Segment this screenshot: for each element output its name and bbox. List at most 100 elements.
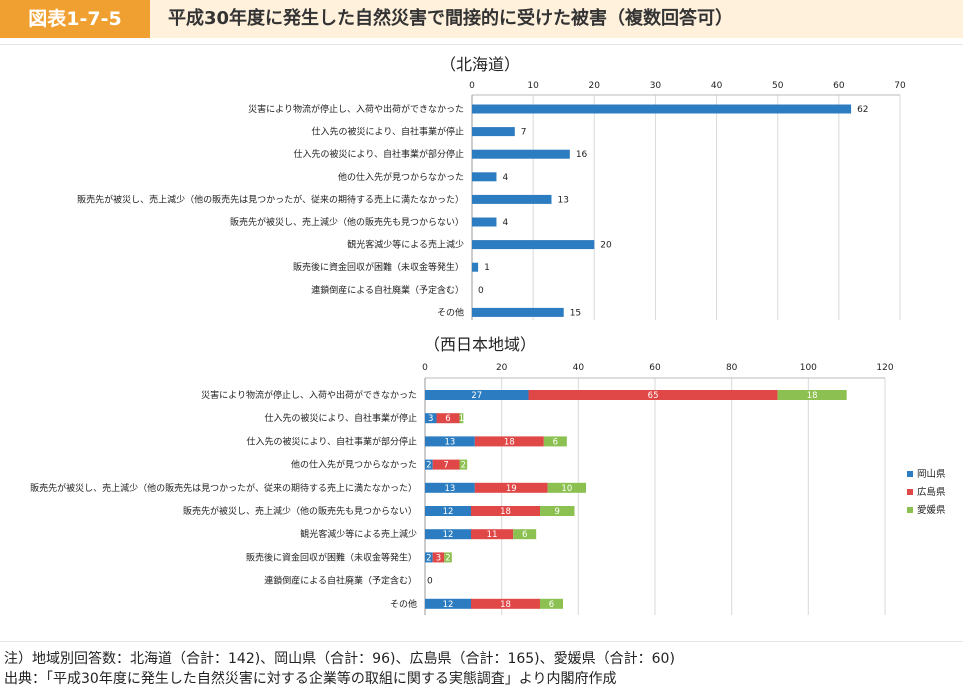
chart-0-tick-label: 30 <box>650 81 662 91</box>
chart-1-segment-label: 13 <box>445 437 456 447</box>
chart-1-tick-label: 0 <box>422 363 428 373</box>
chart-1-bar-segment <box>425 390 529 400</box>
chart-0-data-label: 62 <box>857 105 868 115</box>
chart-0-bar <box>472 217 497 227</box>
chart-0-category-label: 販売先が被災し、売上減少（他の販売先は見つかったが、従来の期待する売上に満たなか… <box>77 193 464 205</box>
chart-1-segment-label: 2 <box>461 461 466 471</box>
note-source: 出典：「平成30年度に発生した自然災害に対する企業等の取組に関する実態調査」より… <box>4 671 617 687</box>
chart-1-bar-segment <box>432 459 460 470</box>
chart-0-bar <box>472 194 552 204</box>
chart-0-data-label: 4 <box>502 173 508 183</box>
chart-1-bar-segment <box>777 390 847 400</box>
chart-0-data-label: 16 <box>576 150 588 160</box>
chart-1-segment-label: 6 <box>549 600 554 610</box>
chart-0-category-label: 販売後に資金回収が困難（未収金等発生） <box>293 261 464 273</box>
chart-1-segment-label: 19 <box>506 484 517 494</box>
chart-1-segment-label: 12 <box>443 600 454 610</box>
chart-1-bar-segment <box>547 482 586 493</box>
chart-1-category-label: 連鎖倒産による自社廃業（予定含む） <box>264 575 417 587</box>
chart-1-segment-label: 27 <box>471 391 482 401</box>
chart-1-category-label: 販売先が被災し、売上減少（他の販売先は見つかったが、従来の期待する売上に満たなか… <box>30 482 417 494</box>
chart-1-segment-label: 7 <box>443 461 448 471</box>
chart-1-bar-segment <box>474 436 544 447</box>
chart-1-bar-segment <box>528 390 778 400</box>
chart-1-bar-segment <box>471 506 540 516</box>
chart-1-bar-segment <box>471 598 540 609</box>
chart-1-category-label: 仕入先の被災により、自社事業が停止 <box>265 412 417 424</box>
chart-1-category-label: 仕入先の被災により、自社事業が部分停止 <box>247 435 417 447</box>
chart-1-segment-label: 2 <box>426 461 431 471</box>
chart-0-title: （北海道） <box>440 55 520 74</box>
chart-1-bar-segment <box>425 552 433 563</box>
chart-0-bar <box>472 172 497 182</box>
chart-panel: （北海道） 0 10 20 30 40 50 60 70 災害により物流が停止し、入荷や出荷ができ… <box>0 44 963 642</box>
chart-1-bar-segment <box>425 436 475 447</box>
chart-0-bar <box>472 104 852 114</box>
chart-1-bar-segment <box>425 529 471 540</box>
chart-1-tick-label: 80 <box>726 363 738 373</box>
chart-0-data-label: 15 <box>570 308 581 318</box>
chart-1-tick-label: 60 <box>649 363 661 373</box>
chart-1-bar-segment <box>425 506 471 516</box>
chart-1-legend-label: 岡山県 <box>917 469 946 480</box>
chart-1-segment-label: 13 <box>445 484 456 494</box>
chart-0-tick-label: 50 <box>772 81 784 91</box>
chart-1-segment-label: 3 <box>436 553 441 563</box>
figure-header: 図表1-7-5 平成30年度に発生した自然災害で間接的に受けた被害（複数回答可） <box>0 0 963 38</box>
chart-0-bar <box>472 262 479 272</box>
chart-1-segment-label: 12 <box>443 530 454 540</box>
chart-1-legend-label: 広島県 <box>917 486 946 498</box>
chart-0-tick-label: 0 <box>469 81 475 91</box>
chart-1-data-label: 0 <box>427 577 433 587</box>
chart-1-legend-swatch <box>907 489 913 495</box>
chart-1-category-label: 販売後に資金回収が困難（未収金等発生） <box>246 551 417 563</box>
chart-1-segment-label: 9 <box>555 507 560 517</box>
chart-1-category-label: 他の仕入先が見つからなかった <box>291 459 417 471</box>
chart-1-bar-segment <box>425 459 433 470</box>
chart-1-bar-segment <box>425 598 471 609</box>
chart-1-legend-swatch <box>907 471 913 477</box>
chart-1-segment-label: 11 <box>487 530 498 540</box>
chart-1-segment-label: 2 <box>426 553 431 563</box>
figure-number-badge: 図表1-7-5 <box>0 0 150 38</box>
chart-1-segment-label: 6 <box>445 414 450 424</box>
chart-1-segment-label: 3 <box>428 414 433 424</box>
chart-1-legend-label: 愛媛県 <box>917 504 946 516</box>
chart-1-tick-label: 20 <box>496 363 508 373</box>
chart-0-bar <box>472 307 564 317</box>
chart-1-bar-segment <box>540 506 575 516</box>
chart-0-category-label: 連鎖倒産による自社廃業（予定含む） <box>311 284 464 296</box>
chart-0-category-label: 仕入先の被災により、自社事業が部分停止 <box>294 148 464 160</box>
chart-0-tick-label: 10 <box>527 81 539 91</box>
chart-1-segment-label: 18 <box>504 437 515 447</box>
chart-1-bar-segment <box>425 482 475 493</box>
note-respondents: 注）地域別回答数：北海道（合計：142)、岡山県（合計：96)、広島県（合計：1… <box>4 651 675 667</box>
chart-1-bar-segment <box>432 552 445 563</box>
chart-0-category-label: 観光客減少等による売上減少 <box>347 239 464 251</box>
chart-0-tick-label: 60 <box>833 81 845 91</box>
chart-1-tick-label: 40 <box>573 363 585 373</box>
charts-svg: （北海道）0 10 20 30 40 50 60 70災害により物流が停止し、入荷や出荷ができ… <box>30 55 946 615</box>
chart-1-bar-segment <box>474 482 548 493</box>
chart-1-bar-segment <box>543 436 567 447</box>
chart-0-category-label: 災害により物流が停止し、入荷や出荷ができなかった <box>248 103 464 115</box>
chart-1-segment-label: 18 <box>500 600 511 610</box>
chart-0-data-label: 13 <box>557 195 568 205</box>
chart-1-category-label: 販売先が被災し、売上減少（他の販売先も見つからない） <box>183 505 417 517</box>
chart-0-bar <box>472 149 570 159</box>
chart-1-bar-segment <box>436 413 460 424</box>
chart-1-segment-label: 6 <box>553 437 558 447</box>
chart-1-bar-segment <box>425 413 437 424</box>
chart-0-bar <box>472 127 515 137</box>
chart-1-tick-label: 120 <box>876 363 893 373</box>
chart-0-data-label: 20 <box>600 241 612 251</box>
chart-1-title: （西日本地域） <box>424 335 536 354</box>
chart-1-segment-label: 65 <box>648 391 659 401</box>
chart-1-category-label: 観光客減少等による売上減少 <box>300 528 417 540</box>
chart-1-segment-label: 1 <box>459 414 464 424</box>
chart-0-data-label: 1 <box>484 263 490 273</box>
chart-1-category-label: その他 <box>390 598 417 610</box>
chart-0-category-label: 仕入先の被災により、自社事業が停止 <box>312 126 464 138</box>
figure-title: 平成30年度に発生した自然災害で間接的に受けた被害（複数回答可） <box>168 8 734 29</box>
chart-1-category-label: 災害により物流が停止し、入荷や出荷ができなかった <box>201 389 417 401</box>
